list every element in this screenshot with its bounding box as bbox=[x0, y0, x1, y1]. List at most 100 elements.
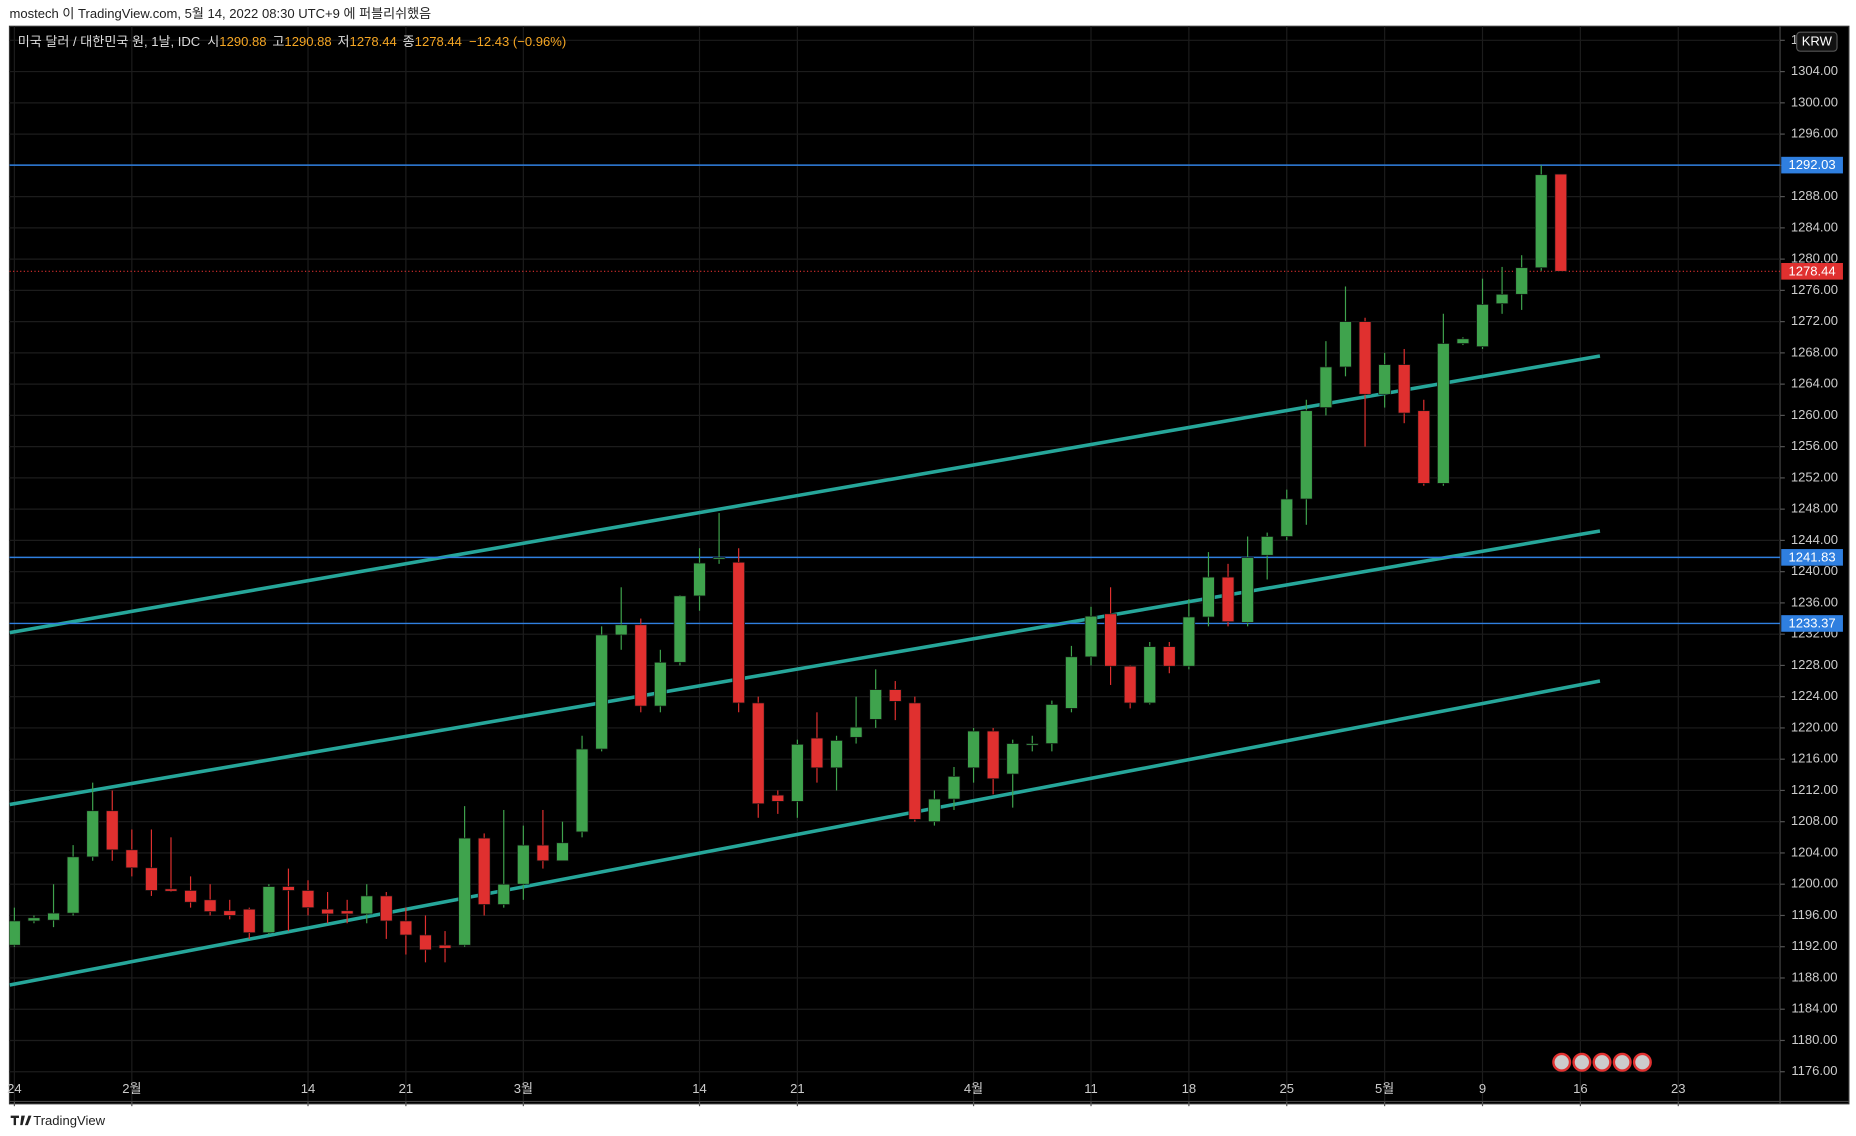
field-value: 1278.44 bbox=[350, 34, 397, 49]
candle-body bbox=[1534, 174, 1548, 269]
currency-button[interactable] bbox=[1796, 31, 1838, 52]
price-badge bbox=[1781, 156, 1843, 174]
x-tick-label: 23 bbox=[1671, 1081, 1686, 1096]
field-label: 시 bbox=[207, 34, 219, 49]
candle-body bbox=[1025, 743, 1039, 746]
candle-body bbox=[1515, 267, 1528, 295]
candle-body bbox=[1084, 615, 1098, 658]
candle-body bbox=[27, 917, 41, 922]
grid bbox=[9, 26, 1781, 1102]
trend-line bbox=[9, 354, 1601, 635]
event-icon[interactable] bbox=[1632, 1052, 1652, 1072]
event-icon[interactable] bbox=[1552, 1052, 1572, 1072]
y-tick-label: 1244.00 bbox=[1791, 532, 1838, 547]
x-tick-label: 16 bbox=[1573, 1081, 1588, 1096]
y-tick-label: 1288.00 bbox=[1791, 188, 1838, 203]
event-icons bbox=[1552, 1052, 1652, 1072]
candle-body bbox=[1182, 616, 1196, 667]
y-tick-label: 1228.00 bbox=[1791, 657, 1838, 672]
candle-body bbox=[1417, 410, 1431, 484]
candle-body bbox=[654, 661, 667, 707]
candle-body bbox=[477, 837, 491, 905]
plot bbox=[9, 164, 1781, 987]
candle-body bbox=[1456, 338, 1470, 344]
event-icon[interactable] bbox=[1612, 1052, 1632, 1072]
x-tick-label: 25 bbox=[1280, 1081, 1295, 1096]
candle-body bbox=[340, 910, 354, 915]
field-value: 1278.44 bbox=[415, 34, 462, 49]
y-tick-label: 1236.00 bbox=[1791, 594, 1838, 609]
y-tick-label: 1220.00 bbox=[1791, 719, 1838, 734]
price-badge bbox=[1781, 262, 1843, 280]
candle-body bbox=[1437, 343, 1450, 484]
candle-body bbox=[986, 730, 1000, 780]
candle-body bbox=[556, 842, 569, 862]
candle-body bbox=[1221, 576, 1235, 623]
y-tick-label: 1268.00 bbox=[1791, 344, 1838, 359]
y-tick-label: 1300.00 bbox=[1791, 94, 1838, 109]
candle-body bbox=[908, 702, 922, 820]
candle-body bbox=[1280, 498, 1294, 537]
y-tick-label: 1276.00 bbox=[1791, 282, 1838, 297]
brand: TradingView bbox=[33, 1113, 105, 1128]
candle-body bbox=[47, 912, 60, 921]
candle-body bbox=[947, 776, 961, 800]
y-tick-label: 1284.00 bbox=[1791, 219, 1838, 234]
candle-body bbox=[1300, 410, 1313, 500]
field-label: 고 bbox=[272, 34, 284, 49]
y-tick-label: 1176.00 bbox=[1791, 1063, 1837, 1078]
candle-body bbox=[1339, 321, 1352, 368]
y-tick-label: 1180.00 bbox=[1791, 1032, 1837, 1047]
candle-body bbox=[1143, 646, 1157, 704]
candle-body bbox=[888, 689, 902, 702]
x-tick-label: 21 bbox=[399, 1081, 414, 1096]
candle-body bbox=[1554, 173, 1568, 272]
x-tick-label: 14 bbox=[692, 1081, 707, 1096]
candle-body bbox=[614, 624, 628, 636]
event-icon[interactable] bbox=[1572, 1052, 1592, 1072]
candle-body bbox=[262, 886, 276, 934]
field-value: 1290.88 bbox=[284, 34, 331, 49]
candle-body bbox=[791, 743, 804, 802]
candle-body bbox=[321, 908, 334, 915]
symbol: 미국 달러 / 대한민국 원, 1날, IDC bbox=[18, 34, 200, 49]
candle-body bbox=[1495, 293, 1509, 305]
candle-body bbox=[399, 920, 413, 936]
candle-body bbox=[1202, 576, 1215, 618]
candle-body bbox=[517, 844, 530, 885]
price-badge bbox=[1781, 549, 1843, 566]
candle-body bbox=[1241, 557, 1254, 623]
candle-body bbox=[497, 883, 511, 905]
x-tick-label: 14 bbox=[301, 1081, 316, 1096]
x-tick-label: 4월 bbox=[964, 1081, 983, 1096]
candle-body bbox=[66, 856, 80, 914]
candle-body bbox=[1163, 646, 1176, 667]
logo bbox=[10, 1115, 32, 1126]
candle-body bbox=[438, 944, 452, 949]
y-tick-label: 1192.00 bbox=[1791, 938, 1837, 953]
y-tick-label: 1280.00 bbox=[1791, 251, 1838, 266]
candle-body bbox=[1123, 665, 1137, 704]
candle-body bbox=[634, 624, 648, 707]
candle-body bbox=[242, 908, 256, 934]
candle-body bbox=[301, 890, 315, 909]
y-tick-label: 1224.00 bbox=[1791, 688, 1838, 703]
candle-body bbox=[125, 849, 139, 869]
currency-label: KRW bbox=[1802, 34, 1833, 49]
candle-body bbox=[1260, 536, 1274, 556]
candle-body bbox=[1006, 743, 1020, 775]
candle-body bbox=[1104, 613, 1117, 667]
price-badge-label: 1233.37 bbox=[1789, 616, 1836, 631]
y-tick-label: 1260.00 bbox=[1791, 407, 1838, 422]
y-tick-label: 1212.00 bbox=[1791, 782, 1838, 797]
y-tick-label: 1184.00 bbox=[1791, 1001, 1837, 1016]
event-icon[interactable] bbox=[1592, 1052, 1612, 1072]
y-tick-label: 1208.00 bbox=[1791, 813, 1838, 828]
y-tick-label: 1248.00 bbox=[1791, 501, 1838, 516]
candle-body bbox=[9, 920, 21, 946]
x-tick-label: 18 bbox=[1182, 1081, 1197, 1096]
y-tick-label: 1216.00 bbox=[1791, 751, 1838, 766]
x-tick-label: 3월 bbox=[514, 1081, 533, 1096]
y-tick-label: 1264.00 bbox=[1791, 376, 1838, 391]
